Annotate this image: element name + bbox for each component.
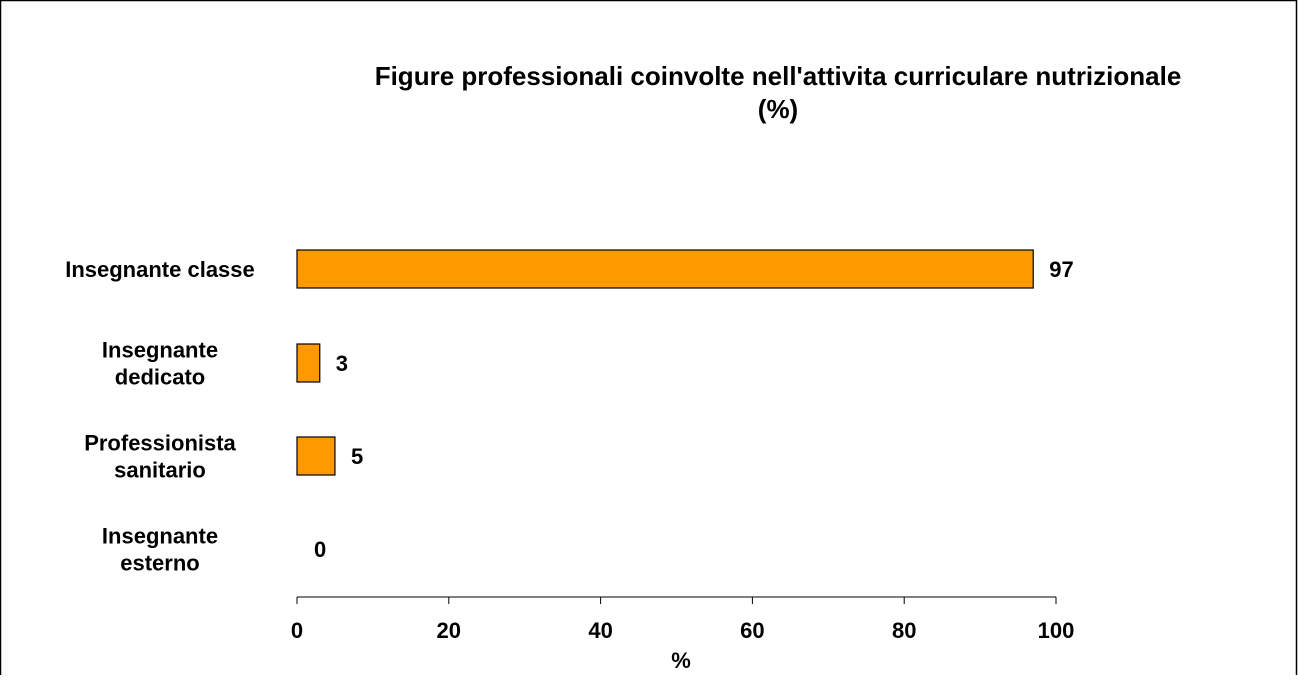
x-tick-label: 0	[291, 618, 303, 643]
category-label: Insegnante	[102, 524, 218, 549]
data-label: 97	[1049, 257, 1073, 282]
category-label: dedicato	[115, 365, 205, 390]
x-tick-label: 100	[1038, 618, 1075, 643]
x-tick-label: 60	[740, 618, 764, 643]
x-tick-label: 80	[892, 618, 916, 643]
data-label: 0	[314, 537, 326, 562]
bar	[296, 436, 336, 476]
bar	[296, 249, 1034, 289]
chart-title: Figure professionali coinvolte nell'atti…	[375, 61, 1182, 91]
x-tick-label: 40	[588, 618, 612, 643]
data-label: 5	[351, 444, 363, 469]
x-axis-label: %	[671, 648, 691, 673]
plot-area: 0 20 40 60 80 100 Insegnante classe 97 Insegnant…	[65, 249, 1075, 643]
category-label: Insegnante classe	[65, 257, 255, 282]
bar	[296, 343, 321, 383]
data-label: 3	[336, 351, 348, 376]
x-tick-label: 20	[437, 618, 461, 643]
category-label: Insegnante	[102, 338, 218, 363]
category-label: Professionista	[84, 431, 236, 456]
category-label: esterno	[120, 551, 199, 576]
chart-subtitle: (%)	[758, 94, 798, 124]
category-label: sanitario	[114, 458, 206, 483]
